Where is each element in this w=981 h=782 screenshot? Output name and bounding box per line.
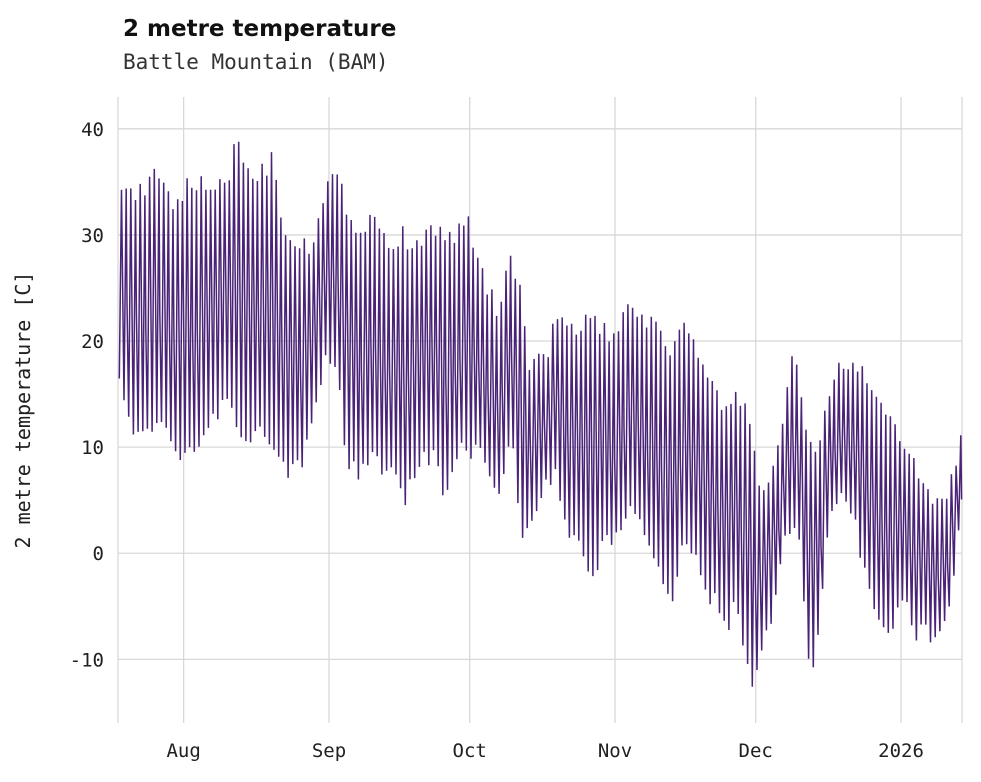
tick-labels: -10 0 10 20 30 40 Aug Sep Oct Nov Dec 2026 (70, 119, 924, 762)
chart-title: 2 metre temperature (123, 16, 397, 42)
x-tick-label: Oct (453, 740, 487, 762)
chart-subtitle: Battle Mountain (BAM) (123, 50, 389, 74)
x-tick-label: Dec (739, 740, 773, 762)
y-tick-label: 0 (93, 543, 104, 565)
y-tick-label: -10 (70, 649, 104, 671)
temperature-series (118, 141, 963, 687)
temperature-line (118, 141, 963, 687)
x-tick-label: Nov (598, 740, 632, 762)
y-axis-label: 2 metre temperature [C] (11, 272, 35, 549)
y-tick-label: 30 (81, 225, 104, 247)
x-tick-label: Aug (166, 740, 200, 762)
y-tick-label: 10 (81, 437, 104, 459)
y-tick-label: 40 (81, 119, 104, 141)
x-tick-label: 2026 (878, 740, 924, 762)
y-tick-label: 20 (81, 331, 104, 353)
x-tick-label: Sep (312, 740, 346, 762)
